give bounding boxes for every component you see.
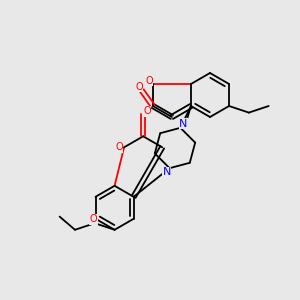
Text: O: O (143, 106, 151, 116)
Text: O: O (135, 82, 143, 92)
Text: N: N (162, 167, 171, 177)
Text: O: O (90, 214, 98, 224)
Text: N: N (179, 119, 188, 129)
Text: O: O (115, 142, 123, 152)
Text: O: O (145, 76, 153, 86)
